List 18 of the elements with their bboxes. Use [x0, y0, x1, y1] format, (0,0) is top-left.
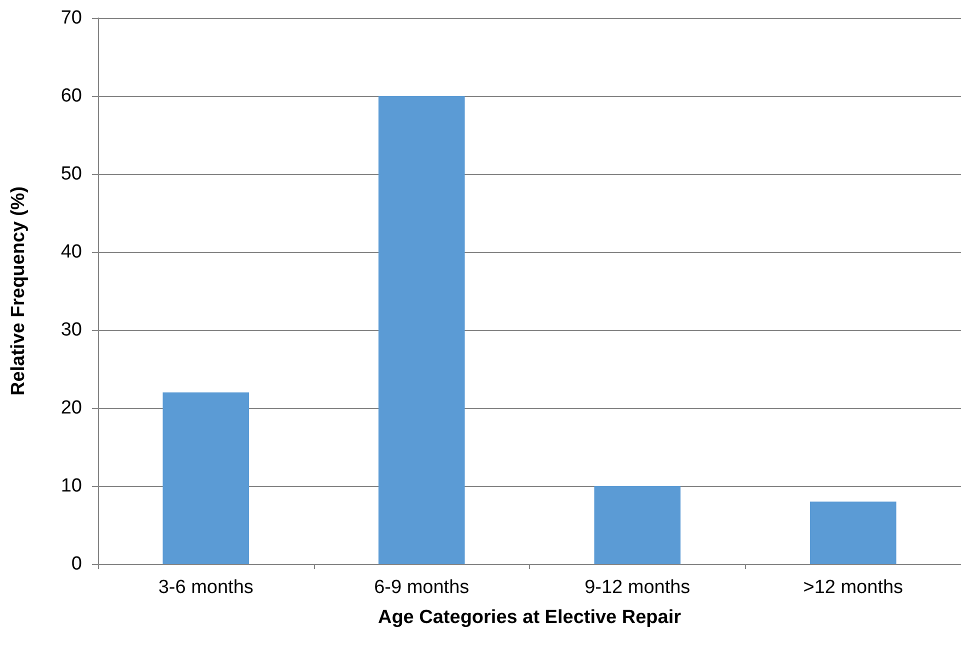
y-tick-label: 10: [60, 476, 82, 496]
y-tick-label: 70: [60, 8, 82, 28]
x-tick-label: >12 months: [803, 577, 904, 598]
y-tick-label: 30: [60, 320, 82, 340]
y-tick-label: 40: [60, 242, 82, 262]
x-tick-label: 6-9 months: [374, 577, 470, 598]
y-tick-label: 60: [60, 86, 82, 106]
bar: [594, 486, 681, 564]
bar: [378, 96, 465, 564]
y-tick-label: 0: [71, 554, 82, 574]
bar: [810, 502, 896, 564]
y-tick-label: 20: [60, 398, 82, 418]
x-axis-title: Age Categories at Elective Repair: [378, 607, 682, 628]
x-tick-label: 3-6 months: [158, 577, 254, 598]
x-tick-label: 9-12 months: [584, 577, 690, 598]
y-tick-label: 50: [60, 164, 82, 184]
bar: [162, 392, 250, 564]
y-axis-title: Relative Frequency (%): [8, 186, 29, 396]
